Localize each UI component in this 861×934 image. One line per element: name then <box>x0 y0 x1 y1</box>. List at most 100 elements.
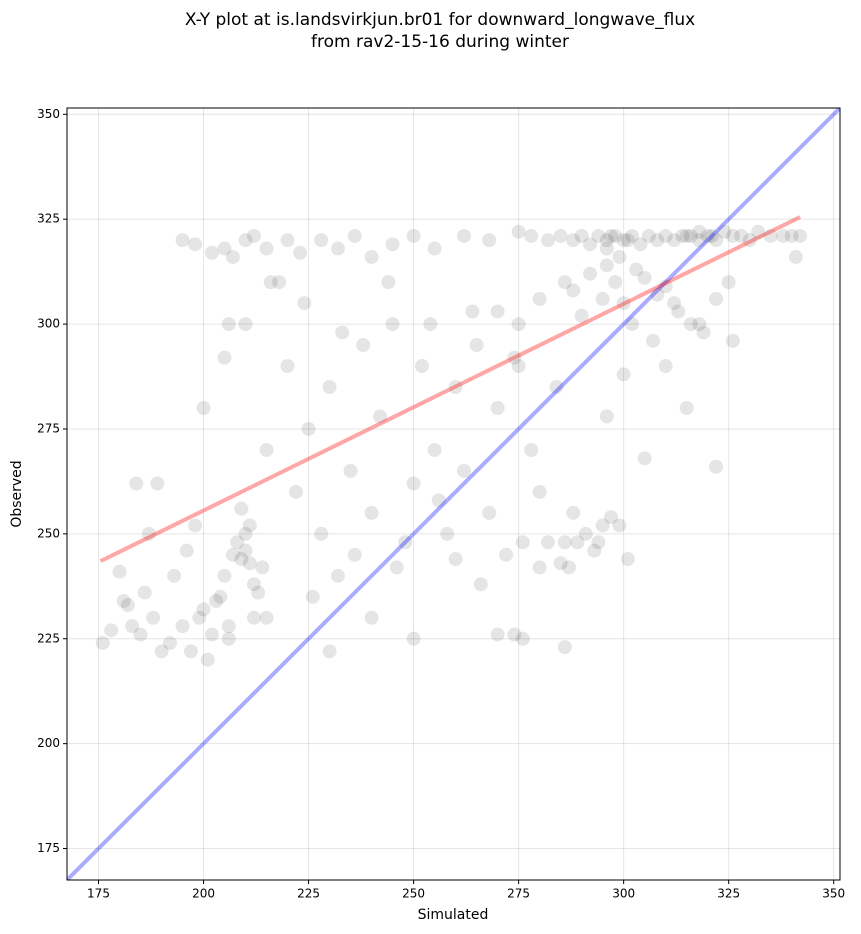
point <box>251 585 266 600</box>
point <box>574 308 589 323</box>
point <box>272 275 287 290</box>
point <box>469 338 484 353</box>
point <box>234 501 249 516</box>
point <box>637 270 652 285</box>
point <box>595 518 610 533</box>
point <box>440 526 455 541</box>
point <box>532 291 547 306</box>
point <box>574 228 589 243</box>
point <box>364 505 379 520</box>
point <box>587 543 602 558</box>
point <box>322 380 337 395</box>
point <box>671 304 686 319</box>
point <box>242 556 257 571</box>
line <box>67 108 840 880</box>
point <box>209 593 224 608</box>
point <box>406 631 421 646</box>
point <box>650 287 665 302</box>
point <box>490 627 505 642</box>
point <box>221 619 236 634</box>
point <box>717 224 732 239</box>
point <box>221 317 236 332</box>
point <box>238 543 253 558</box>
chart-title: X-Y plot at is.landsvirkjun.br01 for dow… <box>185 10 695 30</box>
point <box>238 526 253 541</box>
y-tick-label: 200 <box>37 736 60 750</box>
point <box>263 275 278 290</box>
point <box>725 228 740 243</box>
y-axis-label: Observed <box>9 460 25 527</box>
point <box>763 228 778 243</box>
point <box>679 228 694 243</box>
point <box>557 535 572 550</box>
point <box>625 317 640 332</box>
point <box>414 359 429 374</box>
y-tick-label: 175 <box>37 841 60 855</box>
point <box>709 233 724 248</box>
point <box>221 631 236 646</box>
point <box>608 275 623 290</box>
plot-area <box>67 108 840 880</box>
point <box>217 568 232 583</box>
point <box>381 275 396 290</box>
point <box>784 228 799 243</box>
point <box>566 505 581 520</box>
point <box>721 275 736 290</box>
point <box>549 380 564 395</box>
point <box>183 644 198 659</box>
point <box>599 233 614 248</box>
point <box>406 228 421 243</box>
point <box>709 459 724 474</box>
point <box>709 291 724 306</box>
point <box>217 350 232 365</box>
point <box>499 547 514 562</box>
point <box>175 233 190 248</box>
point <box>482 233 497 248</box>
point <box>217 241 232 256</box>
point <box>385 317 400 332</box>
point <box>288 484 303 499</box>
point <box>473 577 488 592</box>
point <box>692 224 707 239</box>
axes: 175 200 225 250 275 300 325 350 175 200 225 250 275 3… <box>37 107 845 901</box>
point <box>234 552 249 567</box>
point <box>398 535 413 550</box>
point <box>562 560 577 575</box>
point <box>196 602 211 617</box>
point <box>196 400 211 415</box>
y-tick-label: 300 <box>37 317 60 331</box>
point <box>246 610 261 625</box>
point <box>280 359 295 374</box>
point <box>658 228 673 243</box>
point <box>616 233 631 248</box>
x-tick-label: 300 <box>612 887 635 901</box>
point <box>566 283 581 298</box>
point <box>557 275 572 290</box>
x-tick-label: 250 <box>402 887 425 901</box>
point <box>553 556 568 571</box>
point <box>637 451 652 466</box>
point <box>616 367 631 382</box>
point <box>667 296 682 311</box>
point <box>330 241 345 256</box>
x-tick-label: 325 <box>717 887 740 901</box>
y-tick-label: 350 <box>37 107 60 121</box>
point <box>578 526 593 541</box>
point <box>246 577 261 592</box>
point <box>162 635 177 650</box>
point <box>188 518 203 533</box>
point <box>616 296 631 311</box>
point <box>259 241 274 256</box>
point <box>734 228 749 243</box>
point <box>482 505 497 520</box>
point <box>167 568 182 583</box>
point <box>150 476 165 491</box>
point <box>532 484 547 499</box>
point <box>725 333 740 348</box>
point <box>204 245 219 260</box>
point <box>280 233 295 248</box>
point <box>541 233 556 248</box>
point <box>629 262 644 277</box>
x-axis-label: Simulated <box>418 907 489 923</box>
point <box>515 535 530 550</box>
